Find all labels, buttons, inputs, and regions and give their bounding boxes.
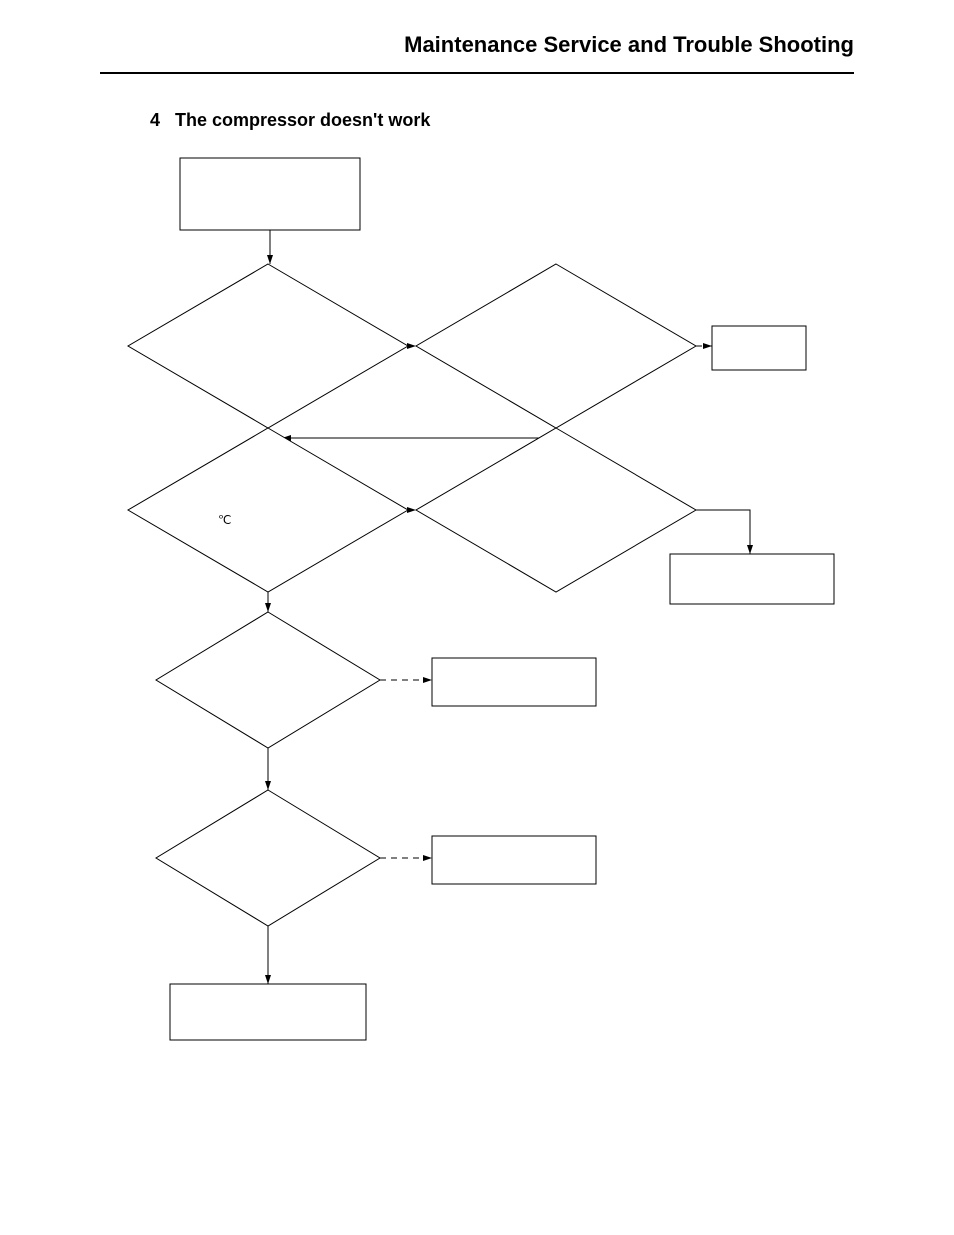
flowchart	[0, 0, 954, 1235]
flow-node-d2b	[416, 428, 696, 592]
flow-node-r3	[432, 658, 596, 706]
flow-node-start	[180, 158, 360, 230]
flow-node-r2	[670, 554, 834, 604]
flow-edge-d1b-d2	[268, 428, 556, 438]
flow-edge-d2b-r2	[696, 510, 750, 554]
flow-node-r4	[432, 836, 596, 884]
flow-node-d1b	[416, 264, 696, 428]
celsius-symbol: ℃	[218, 513, 231, 527]
flow-node-d4	[156, 790, 380, 926]
flow-node-d1	[128, 264, 408, 428]
flow-node-d2	[128, 428, 408, 592]
flow-node-end	[170, 984, 366, 1040]
flow-node-r1	[712, 326, 806, 370]
flow-node-d3	[156, 612, 380, 748]
page: Maintenance Service and Trouble Shooting…	[0, 0, 954, 1235]
